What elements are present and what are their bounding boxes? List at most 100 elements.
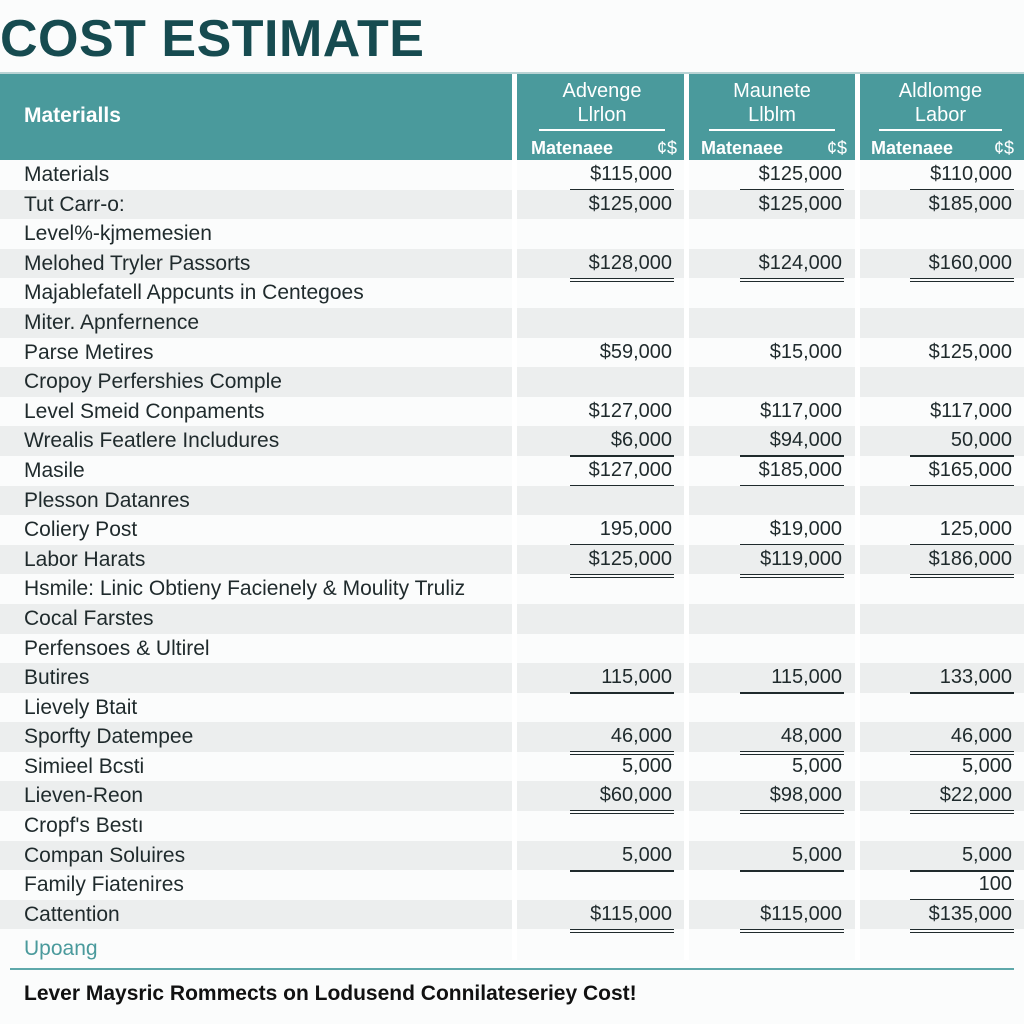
row-value-col2: $117,000	[740, 397, 844, 428]
row-value-col2: $115,000	[740, 900, 844, 933]
column-header-1-underline	[539, 129, 665, 131]
row-value-col3: 46,000	[910, 722, 1014, 756]
row-value-col3: 100	[910, 870, 1014, 904]
row-label: Cropf's Bestı	[24, 814, 144, 838]
column-header-3-currency: ¢$	[993, 138, 1014, 158]
row-value-col1: $115,000	[570, 160, 674, 191]
row-label: Labor Harats	[24, 547, 146, 571]
row-value-col3: $165,000	[910, 456, 1014, 487]
row-value-col1: $127,000	[570, 397, 674, 428]
row-value-col1: $125,000	[588, 192, 672, 215]
row-label: Wrealis Featlere Includures	[24, 429, 280, 453]
row-value-col3: 125,000	[910, 515, 1014, 547]
row-value-col2: 48,000	[740, 722, 844, 756]
row-label: Materials	[24, 163, 110, 186]
column-header-2-line2: Llblm	[748, 104, 796, 126]
column-header-1-sub: Matenaee ¢$	[517, 135, 687, 161]
row-value-col1: 5,000	[570, 752, 674, 785]
column-header-3: Aldlomge Labor Matenaee ¢$	[857, 74, 1024, 160]
row-label: Coliery Post	[24, 518, 138, 542]
table-row: Hsmile: Linic Obtieny Facienely & Moulit…	[0, 574, 1024, 604]
table-row: Majablefatell Appcunts in Centegoes	[0, 278, 1024, 308]
row-value-col3: $186,000	[910, 545, 1014, 578]
row-value-col3: 133,000	[910, 663, 1014, 695]
row-value-col1: $128,000	[570, 249, 674, 282]
row-value-col3: $185,000	[928, 192, 1012, 215]
column-header-1: Advenge Llrlon Matenaee ¢$	[517, 74, 687, 160]
row-value-col2: 5,000	[740, 841, 844, 872]
table-row: Materials $115,000 $125,000 $110,000	[0, 160, 1024, 191]
row-value-col2: $125,000	[740, 160, 844, 191]
column-header-3-line1: Aldlomge	[898, 80, 983, 102]
row-value-col2: $124,000	[740, 249, 844, 282]
column-header-2-currency: ¢$	[826, 138, 847, 158]
row-label: Compan Soluires	[24, 843, 186, 867]
column-divider	[512, 74, 517, 960]
row-value-col2: $125,000	[758, 192, 842, 215]
row-label: Majablefatell Appcunts in Centegoes	[24, 281, 364, 305]
row-value-col1: 46,000	[570, 722, 674, 756]
row-value-col3: $117,000	[910, 397, 1014, 428]
row-label: Cattention	[24, 902, 120, 926]
column-divider	[684, 74, 689, 960]
row-value-col1: $60,000	[570, 781, 674, 815]
row-label: Plesson Datanres	[24, 488, 190, 512]
table-row: Cropf's Bestı	[0, 811, 1024, 841]
row-value-col2: $15,000	[740, 338, 844, 371]
row-label: Level%-kjmemesien	[24, 222, 212, 246]
row-label: Masile	[24, 458, 85, 482]
table-row: Level%-kjmemesien	[0, 219, 1024, 249]
row-value-col1: $6,000	[570, 426, 674, 458]
row-label: Simieel Bcsti	[24, 754, 145, 778]
page-title: COST ESTIMATE	[0, 10, 425, 68]
row-label: Lievely Btait	[24, 695, 138, 719]
footer-divider	[10, 968, 1014, 970]
row-label: Perfensoes & Ultirel	[24, 636, 210, 660]
column-header-2-sub: Matenaee ¢$	[687, 135, 857, 161]
row-value-col2: 5,000	[740, 752, 844, 785]
column-header-1-currency: ¢$	[656, 138, 677, 158]
row-label: Butires	[24, 666, 90, 690]
table-row: Lievely Btait	[0, 693, 1024, 723]
row-value-col3: $22,000	[910, 781, 1014, 815]
table-row: Level Smeid Conpaments $127,000 $117,000 $1…	[0, 397, 1024, 428]
column-header-2-underline	[709, 129, 835, 131]
column-header-1-line2: Llrlon	[577, 104, 627, 126]
row-label: Sporfty Datempee	[24, 725, 194, 749]
row-label: Melohed Tryler Passorts	[24, 251, 251, 275]
row-value-col1: $125,000	[570, 545, 674, 578]
column-header-2-line1: Maunete	[733, 80, 811, 102]
row-value-col1: 5,000	[570, 841, 674, 872]
footer-label: Upoang	[24, 937, 98, 960]
table-row: Masile $127,000 $185,000 $165,000	[0, 456, 1024, 487]
title-divider	[0, 72, 1024, 74]
row-value-col2: 115,000	[740, 663, 844, 695]
row-label: Miter. Apnfernence	[24, 310, 200, 334]
row-label: Tut Carr-o:	[24, 192, 125, 216]
column-header-2-sub-label: Matenaee	[701, 138, 784, 158]
row-value-col3: $135,000	[910, 900, 1014, 933]
row-value-col3: 50,000	[910, 426, 1014, 458]
column-divider	[855, 74, 860, 960]
table-row: Perfensoes & Ultirel	[0, 634, 1024, 664]
row-label: Family Fiatenires	[24, 873, 184, 897]
row-value-col1: 115,000	[570, 663, 674, 695]
column-header-2: Maunete Llblm Matenaee ¢$	[687, 74, 857, 160]
row-value-col2: $119,000	[740, 545, 844, 578]
row-value-col3: 5,000	[910, 841, 1014, 872]
header-materials: Materialls	[24, 104, 121, 127]
row-label: Level Smeid Conpaments	[24, 399, 265, 423]
column-header-1-line1: Advenge	[562, 80, 642, 102]
row-value-col3: $125,000	[910, 338, 1014, 371]
row-value-col2: $19,000	[740, 515, 844, 547]
column-header-3-underline	[879, 129, 1002, 131]
row-value-col3: $160,000	[910, 249, 1014, 282]
column-header-3-line2: Labor	[914, 104, 967, 126]
column-header-1-sub-label: Matenaee	[531, 138, 614, 158]
row-label: Cocal Farstes	[24, 606, 154, 630]
row-label: Hsmile: Linic Obtieny Facienely & Moulit…	[24, 577, 466, 601]
row-value-col1: $115,000	[570, 900, 674, 933]
row-value-col1: $127,000	[570, 456, 674, 487]
row-value-col3: 5,000	[910, 752, 1014, 785]
